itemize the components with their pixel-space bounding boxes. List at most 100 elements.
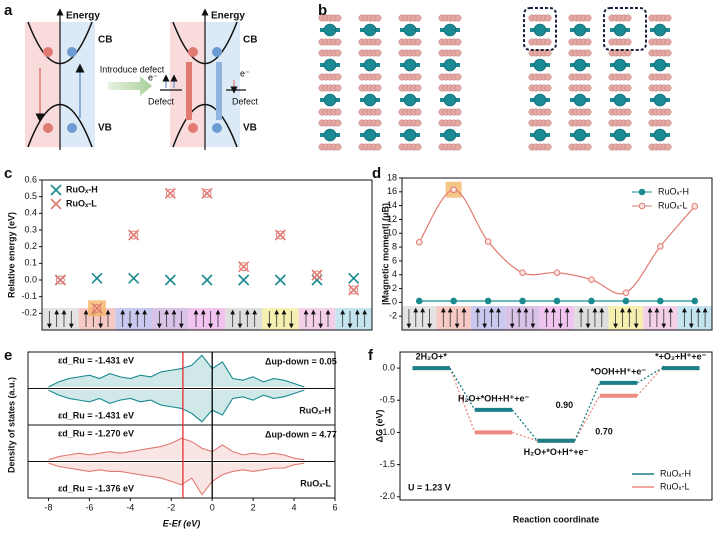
ru-atom	[653, 58, 667, 72]
o-atom	[454, 119, 462, 127]
point	[238, 261, 250, 273]
y-tick-label: 12	[387, 214, 397, 224]
o-atom	[414, 143, 422, 151]
ru-atom	[363, 23, 377, 37]
annotation: εd_Ru = -1.431 eV	[58, 410, 134, 420]
point	[348, 272, 360, 284]
axes-frame	[401, 177, 713, 331]
marker-part	[91, 272, 103, 284]
annotation: εd_Ru = -1.376 eV	[58, 483, 134, 493]
o-atom	[624, 119, 632, 127]
o-atom	[414, 119, 422, 127]
o-atom	[414, 108, 422, 116]
band-label: CB	[98, 35, 112, 46]
y-tick-label: 16	[387, 186, 397, 196]
y-tick-label: -1.5	[379, 459, 395, 469]
y-axis-label: |Magnetic moment| (μB)	[380, 203, 390, 305]
marker-part	[201, 187, 213, 199]
y-tick-label: 0.3	[24, 224, 37, 234]
y-tick-label: -0.1	[21, 291, 37, 301]
o-atom	[374, 49, 382, 57]
o-atom	[664, 49, 672, 57]
annotation: U = 1.23 V	[408, 482, 451, 492]
dos-curve	[48, 354, 305, 388]
o-atom	[664, 38, 672, 46]
x-tick-label: -6	[85, 502, 93, 512]
legend-marker	[638, 188, 646, 196]
config-icon	[574, 306, 609, 330]
x-axis-label: E-Ef (eV)	[163, 518, 201, 528]
o-atom	[544, 84, 552, 92]
legend-label: RuOₓ-H	[660, 468, 691, 478]
connector	[636, 367, 663, 384]
connector	[449, 367, 476, 433]
y-tick-label: 14	[387, 200, 397, 210]
x-tick-label: -2	[167, 502, 175, 512]
legend-label: RuOₓ-L	[658, 200, 687, 210]
config-icon	[436, 306, 471, 330]
o-atom	[664, 108, 672, 116]
ru-atom	[573, 128, 587, 142]
o-atom	[414, 73, 422, 81]
y-tick-label: -0.5	[379, 395, 395, 405]
o-atom	[544, 14, 552, 22]
o-atom	[454, 14, 462, 22]
config-icon	[225, 308, 262, 330]
point	[450, 297, 457, 305]
ru-atom	[323, 23, 337, 37]
panel-label: f	[368, 347, 374, 364]
x-tick-label: 6	[332, 502, 337, 512]
ru-atom	[533, 23, 547, 37]
marker-part	[92, 303, 102, 313]
o-atom	[584, 119, 592, 127]
band-diagram-left	[25, 8, 95, 150]
ru-atom	[613, 58, 627, 72]
panel-label: b	[318, 2, 327, 19]
o-atom	[374, 143, 382, 151]
o-atom	[334, 38, 342, 46]
electron-label: e⁻	[148, 72, 158, 82]
ru-atom	[443, 58, 457, 72]
axis-label: Energy	[66, 11, 100, 22]
o-atom	[664, 143, 672, 151]
marker-part	[348, 272, 360, 284]
point	[274, 274, 286, 286]
ru-atom	[323, 58, 337, 72]
x-tick-label: 0	[210, 502, 215, 512]
state-label: 2H₂O+*	[416, 351, 448, 361]
marker-part	[128, 272, 140, 284]
ru-atom	[533, 128, 547, 142]
o-atom	[664, 119, 672, 127]
config-icon	[677, 306, 712, 330]
point	[91, 302, 103, 314]
y-tick-label: 6	[392, 255, 397, 265]
connector	[512, 431, 538, 442]
marker-part	[202, 188, 212, 198]
ru-atom	[653, 93, 667, 107]
y-tick-label: 0.6	[24, 174, 37, 184]
dos-curve	[48, 462, 305, 496]
o-atom	[454, 38, 462, 46]
defect-box	[603, 7, 647, 51]
o-atom	[334, 143, 342, 151]
dos-curve	[48, 437, 305, 461]
point	[415, 297, 423, 305]
point	[588, 276, 595, 283]
o-atom	[334, 108, 342, 116]
marker-part	[239, 262, 249, 272]
o-atom	[624, 14, 632, 22]
ru-atom	[403, 23, 417, 37]
o-atom	[454, 49, 462, 57]
o-atom	[334, 73, 342, 81]
legend-marker	[638, 202, 646, 210]
marker-part	[54, 274, 66, 286]
y-axis-label: ΔG (eV)	[374, 410, 384, 443]
o-atom	[584, 143, 592, 151]
ru-atom	[613, 128, 627, 142]
panel-label: d	[372, 165, 381, 182]
point	[622, 297, 630, 305]
ru-atom	[323, 128, 337, 142]
point	[484, 238, 492, 245]
point	[164, 187, 176, 199]
